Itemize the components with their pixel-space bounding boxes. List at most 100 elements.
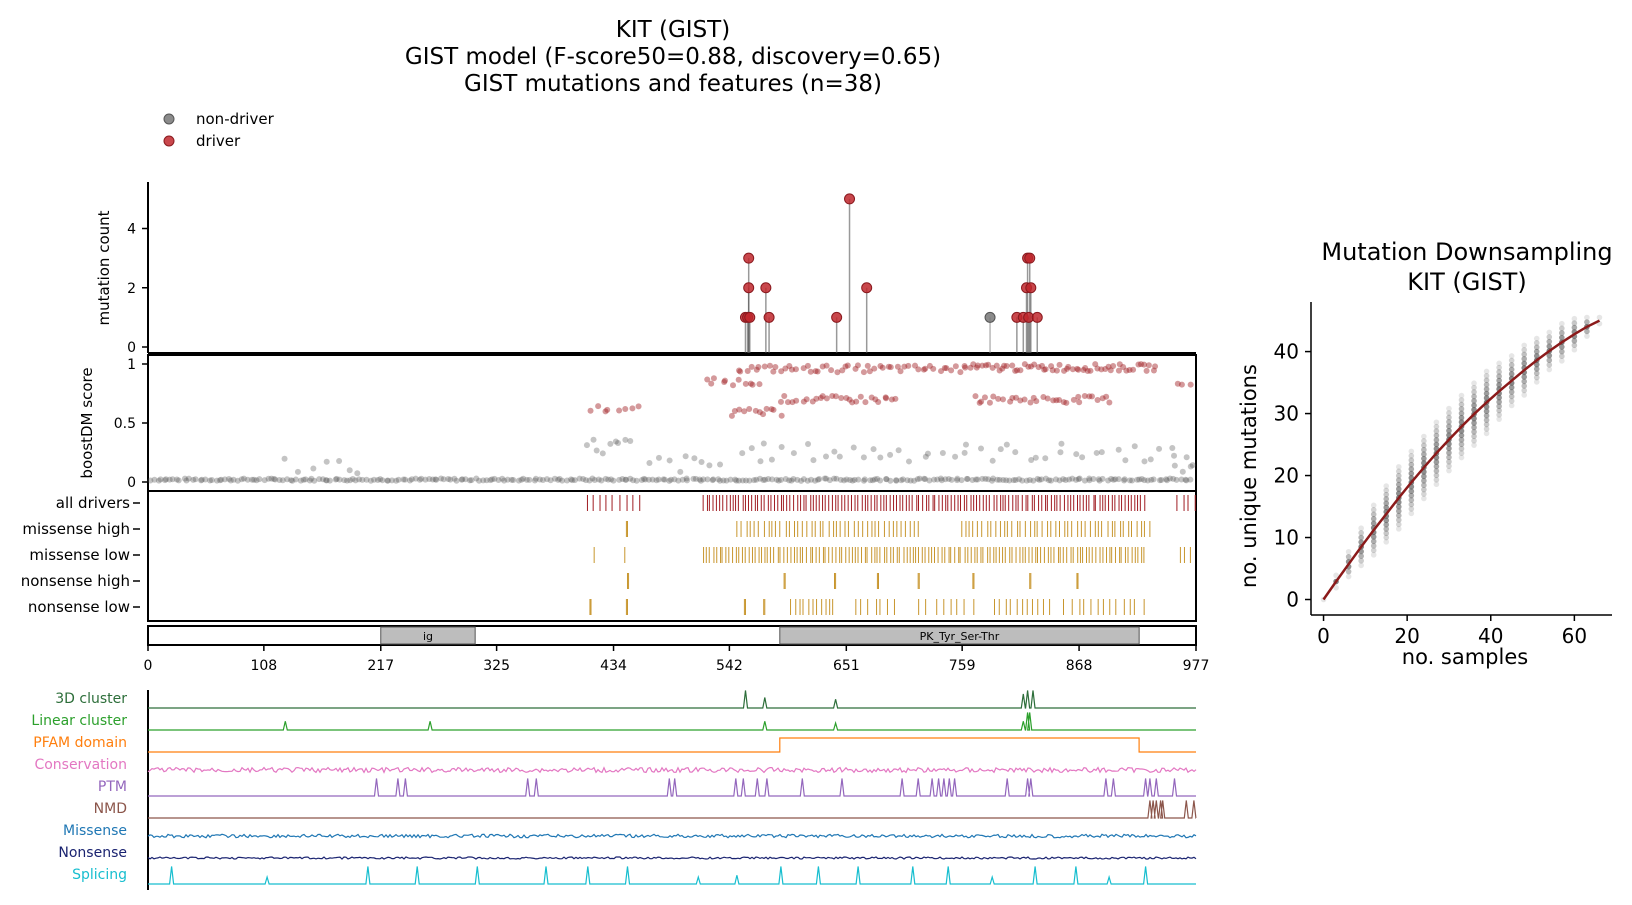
boostdm-point-nondriver xyxy=(571,477,578,484)
downsampling-point xyxy=(1358,534,1364,541)
position-tick-label: 108 xyxy=(250,658,277,674)
downsampling-point xyxy=(1358,525,1364,532)
boostdm-point-driver xyxy=(1075,393,1082,400)
downsampling-point xyxy=(1383,491,1390,498)
downsampling-point xyxy=(1395,526,1402,532)
downsampling-point xyxy=(1370,543,1377,549)
feature-line xyxy=(148,800,1197,819)
boostdm-point-driver xyxy=(788,366,795,373)
downsampling-point xyxy=(1370,538,1377,545)
boostdm-point-nondriver xyxy=(249,476,256,483)
boostdm-point-nondriver xyxy=(768,456,775,463)
downsampling-point xyxy=(1559,330,1565,336)
boostdm-point-nondriver xyxy=(931,476,938,483)
boostdm-point-nondriver xyxy=(218,476,225,483)
lollipop-point-driver xyxy=(1025,282,1037,294)
downsampling-point xyxy=(1446,410,1452,416)
boostdm-point-driver xyxy=(877,363,884,370)
boostdm-point-nondriver xyxy=(627,475,634,482)
boostdm-point-nondriver xyxy=(934,476,941,483)
downsampling-point xyxy=(1345,568,1352,575)
boostdm-point-driver xyxy=(1105,363,1112,370)
boostdm-point-driver xyxy=(744,368,751,375)
lollipop-point-driver xyxy=(760,282,772,294)
boostdm-point-nondriver xyxy=(622,476,629,483)
boostdm-point-driver xyxy=(875,399,882,406)
boostdm-point-driver xyxy=(986,399,993,406)
boostdm-point-driver xyxy=(1014,367,1021,374)
boostdm-point-nondriver xyxy=(769,476,776,483)
boostdm-point-nondriver xyxy=(924,450,931,457)
boostdm-point-driver xyxy=(844,362,851,369)
boostdm-point-nondriver xyxy=(483,477,490,484)
boostdm-point-nondriver xyxy=(302,476,309,483)
boostdm-point-nondriver xyxy=(633,477,640,484)
boostdm-point-nondriver xyxy=(612,438,619,445)
boostdm-point-nondriver xyxy=(1189,462,1196,469)
downsampling-point xyxy=(1408,501,1415,508)
boostdm-point-driver xyxy=(778,368,785,375)
boostdm-point-nondriver xyxy=(1171,452,1178,459)
boostdm-point-driver xyxy=(912,362,919,369)
downsampling-point xyxy=(1521,356,1528,362)
boostdm-point-nondriver xyxy=(1115,476,1122,483)
boostdm-point-driver xyxy=(882,394,889,401)
boostdm-point-nondriver xyxy=(166,476,173,483)
boostdm-point-nondriver xyxy=(1178,476,1185,483)
boostdm-point-nondriver xyxy=(400,476,407,483)
boostdm-point-nondriver xyxy=(508,476,515,483)
boostdm-point-nondriver xyxy=(715,476,722,483)
boostdm-point-nondriver xyxy=(547,477,554,484)
boostdm-point-nondriver xyxy=(911,477,918,484)
boostdm-point-driver xyxy=(834,369,841,376)
downsampling-point xyxy=(1395,481,1402,488)
boostdm-point-driver xyxy=(1053,367,1060,374)
boostdm-point-nondriver xyxy=(958,477,965,484)
boostdm-point-nondriver xyxy=(253,477,260,484)
downsampling-point xyxy=(1584,314,1590,321)
boostdm-point-nondriver xyxy=(501,477,508,484)
boostdm-point-nondriver xyxy=(371,476,378,483)
feature-line xyxy=(148,866,1196,885)
downsampling-point xyxy=(1559,320,1565,327)
boostdm-point-nondriver xyxy=(225,476,232,483)
downsampling-point xyxy=(1433,437,1440,443)
boostdm-point-nondriver xyxy=(289,477,296,484)
boostdm-point-nondriver xyxy=(1066,476,1073,483)
boostdm-point-driver xyxy=(1031,361,1038,368)
position-tick-label: 759 xyxy=(949,658,976,674)
boostdm-point-nondriver xyxy=(504,476,511,483)
boostdm-point-nondriver xyxy=(162,476,169,483)
boostdm-yticks: 00.51 xyxy=(114,357,148,491)
boostdm-point-nondriver xyxy=(762,476,769,483)
downsampling-point xyxy=(1395,508,1402,514)
boostdm-ytick-label: 0 xyxy=(127,475,136,491)
boostdm-point-driver xyxy=(1042,366,1049,373)
downsampling-point xyxy=(1458,454,1465,461)
downsampling-point xyxy=(1521,360,1528,367)
boostdm-point-nondriver xyxy=(416,476,423,483)
boostdm-point-driver xyxy=(730,382,737,389)
boostdm-point-driver xyxy=(879,364,886,371)
boostdm-point-driver xyxy=(1126,367,1133,374)
downsampling-point xyxy=(1446,427,1452,434)
boostdm-point-driver xyxy=(1094,365,1101,372)
downsampling-point xyxy=(1383,521,1390,528)
boostdm-point-driver xyxy=(1027,399,1034,406)
downsampling-point xyxy=(1421,473,1427,480)
downsampling-point xyxy=(1383,534,1390,541)
downsampling-point xyxy=(1508,357,1515,364)
boostdm-point-driver xyxy=(993,362,1000,369)
boostdm-point-driver xyxy=(766,362,773,369)
boostdm-point-nondriver xyxy=(869,477,876,484)
downsampling-point xyxy=(1395,512,1402,519)
boostdm-point-nondriver xyxy=(250,476,257,483)
boostdm-point-driver xyxy=(1009,394,1016,401)
boostdm-point-nondriver xyxy=(1032,454,1039,461)
boostdm-point-nondriver xyxy=(1182,476,1189,483)
boostdm-point-nondriver xyxy=(326,477,333,484)
boostdm-point-nondriver xyxy=(227,477,234,484)
boostdm-point-nondriver xyxy=(683,475,690,482)
lollipop-point-driver xyxy=(861,282,873,294)
downsampling-point xyxy=(1408,452,1415,459)
